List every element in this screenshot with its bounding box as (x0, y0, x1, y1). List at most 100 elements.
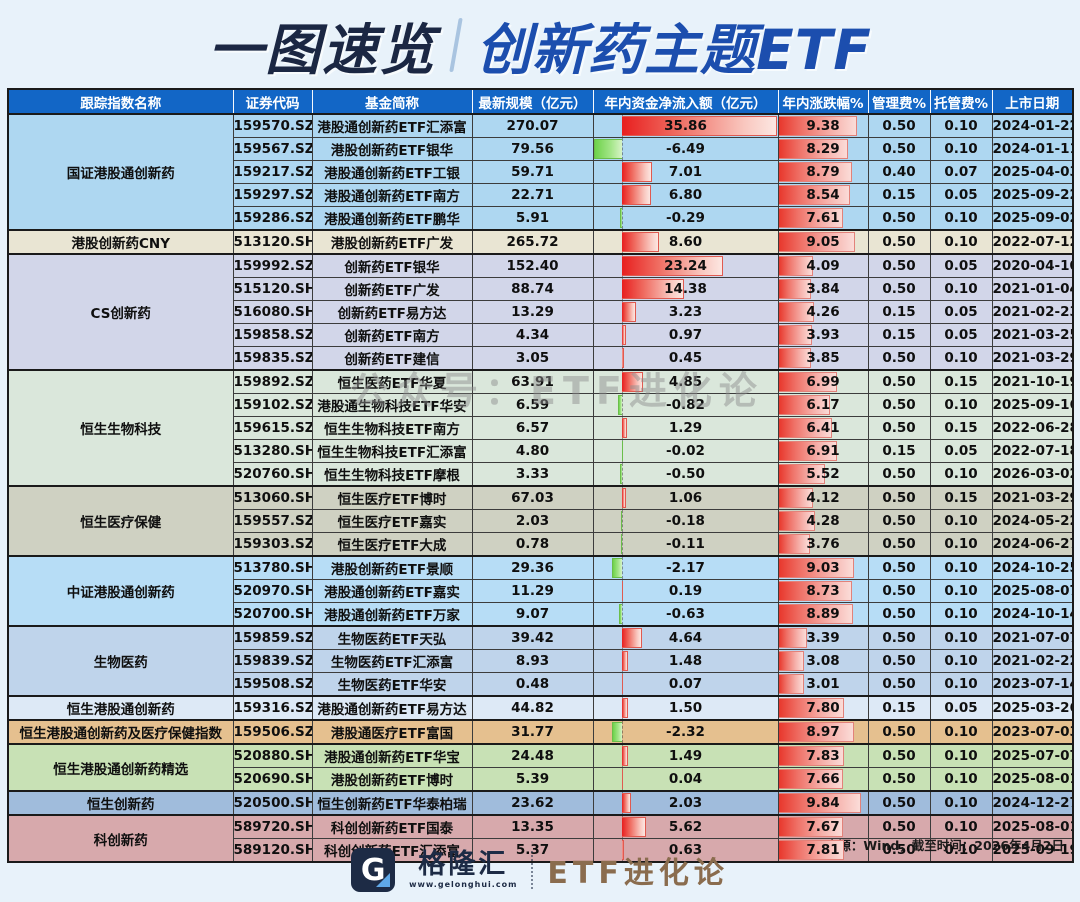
date-cell: 2025-08-07 (991, 579, 1074, 603)
inflow-value: 0.45 (668, 350, 703, 366)
index-cell: 恒生港股通创新药 (7, 695, 234, 721)
change-bar (779, 139, 849, 159)
date-cell: 2021-10-19 (991, 369, 1074, 394)
title-separator (449, 18, 463, 72)
change-cell: 3.39 (777, 625, 869, 650)
inflow-negative-bar (620, 208, 622, 228)
code-cell: 516080.SH (232, 300, 313, 324)
scale-cell: 22.71 (471, 183, 594, 207)
fund-name-cell: 科创创新药ETF国泰 (311, 814, 473, 839)
change-bar (779, 840, 845, 860)
fund-name-cell: 生物医药ETF汇添富 (311, 649, 473, 673)
mgmt-fee-cell: 0.15 (867, 300, 931, 324)
fund-name-cell: 生物医药ETF华安 (311, 672, 473, 697)
table-row: 恒生医疗保健 513060.SH 恒生医疗ETF博时 67.03 1.06 4.12 0.5… (7, 485, 1074, 557)
change-bar (779, 534, 811, 554)
etf-table: 跟踪指数名称 证券代码 基金简称 最新规模（亿元） 年内资金净流入额（亿元） 年内涨跌幅%… (7, 88, 1074, 863)
change-bar (779, 279, 811, 299)
code-cell: 520880.SH (232, 743, 313, 768)
mgmt-fee-cell: 0.50 (867, 229, 931, 255)
index-cell: 恒生生物科技 (7, 369, 234, 487)
custody-fee-cell: 0.05 (929, 439, 993, 463)
table-row: 516080.SH 创新药ETF易方达 13.29 3.23 4.26 0.15 0.05 2… (8, 300, 1074, 324)
change-value: 3.08 (806, 653, 840, 669)
table-row: 159839.SZ 生物医药ETF汇添富 8.93 1.48 3.08 0.50 0.10 2… (8, 649, 1074, 673)
change-value: 8.54 (806, 187, 840, 203)
custody-fee-cell: 0.10 (929, 579, 993, 603)
index-cell: 生物医药 (7, 625, 234, 697)
custody-fee-cell: 0.10 (929, 113, 993, 138)
change-value: 8.29 (806, 141, 840, 157)
mgmt-fee-cell: 0.50 (867, 416, 931, 440)
date-cell: 2023-07-03 (991, 719, 1074, 745)
inflow-value: 0.07 (668, 676, 703, 692)
inflow-positive-bar (621, 279, 685, 299)
index-cell: 港股创新药CNY (7, 229, 234, 255)
scale-cell: 39.42 (471, 625, 594, 650)
inflow-cell: -0.02 (592, 439, 779, 463)
change-bar (779, 116, 858, 136)
inflow-value: 1.50 (668, 700, 703, 716)
scale-cell: 265.72 (471, 229, 594, 255)
date-cell: 2024-10-14 (991, 602, 1074, 627)
change-cell: 9.03 (777, 555, 869, 580)
inflow-cell: 1.48 (592, 649, 779, 673)
custody-fee-cell: 0.07 (929, 160, 993, 184)
fund-name-cell: 恒生创新药ETF华泰柏瑞 (311, 790, 473, 816)
fund-name-cell: 港股创新药ETF景顺 (311, 555, 473, 580)
code-cell: 159858.SZ (232, 323, 313, 347)
inflow-value: 5.62 (668, 819, 703, 835)
inflow-value: 3.23 (668, 304, 703, 320)
inflow-cell: 4.85 (592, 369, 779, 394)
mgmt-fee-cell: 0.50 (867, 649, 931, 673)
change-value: 7.61 (806, 210, 840, 226)
fund-name-cell: 港股通创新药ETF鹏华 (311, 206, 473, 231)
custody-fee-cell: 0.10 (929, 555, 993, 580)
code-cell: 159297.SZ (232, 183, 313, 207)
code-cell: 159835.SZ (232, 346, 313, 371)
change-value: 9.84 (806, 795, 840, 811)
inflow-cell: 1.49 (592, 743, 779, 768)
inflow-positive-bar (621, 793, 631, 813)
change-cell: 3.76 (777, 532, 869, 557)
table-row: 恒生港股通创新药精选 520880.SH 港股通创新药ETF华宝 24.48 1.49 7… (7, 743, 1074, 792)
code-cell: 513060.SH (232, 485, 313, 510)
inflow-axis-line (621, 557, 623, 579)
custody-fee-cell: 0.10 (929, 137, 993, 161)
date-cell: 2026-03-02 (991, 462, 1074, 487)
table-row: 中证港股通创新药 513780.SH 港股创新药ETF景顺 29.36 -2.17 9.0… (7, 555, 1074, 627)
fund-name-cell: 创新药ETF广发 (311, 277, 473, 301)
inflow-positive-bar (621, 256, 723, 276)
change-value: 5.52 (806, 466, 840, 482)
scale-cell: 88.74 (471, 277, 594, 301)
change-value: 3.93 (806, 327, 840, 343)
table-header: 跟踪指数名称 证券代码 基金简称 最新规模（亿元） 年内资金净流入额（亿元） 年内涨跌幅%… (7, 89, 1074, 115)
code-cell: 159217.SZ (232, 160, 313, 184)
date-cell: 2024-05-22 (991, 509, 1074, 533)
inflow-cell: 3.23 (592, 300, 779, 324)
mgmt-fee-cell: 0.50 (867, 462, 931, 487)
mgmt-fee-cell: 0.40 (867, 160, 931, 184)
change-bar (779, 372, 838, 392)
custody-fee-cell: 0.10 (929, 229, 993, 255)
inflow-positive-bar (621, 746, 629, 766)
scale-cell: 6.57 (471, 416, 594, 440)
mgmt-fee-cell: 0.50 (867, 113, 931, 138)
column-header: 跟踪指数名称 (7, 89, 234, 115)
custody-fee-cell: 0.10 (929, 346, 993, 371)
table-row: 生物医药 159859.SZ 生物医药ETF天弘 39.42 4.64 3.39 0.50 0… (7, 625, 1074, 697)
fund-name-cell: 恒生医药ETF华夏 (311, 369, 473, 394)
change-bar (779, 441, 837, 461)
change-value: 4.12 (806, 490, 840, 506)
change-bar (779, 793, 862, 813)
table-row: 159567.SZ 港股创新药ETF银华 79.56 -6.49 8.29 0.50 0.1… (8, 137, 1074, 161)
inflow-value: 4.64 (668, 630, 703, 646)
mgmt-fee-cell: 0.50 (867, 346, 931, 371)
inflow-positive-bar (621, 162, 653, 182)
fund-name-cell: 创新药ETF银华 (311, 253, 473, 278)
inflow-cell: 0.04 (592, 767, 779, 792)
change-cell: 7.61 (777, 206, 869, 231)
inflow-positive-bar (621, 817, 647, 837)
code-cell: 513120.SH (232, 229, 313, 255)
scale-cell: 3.33 (471, 462, 594, 487)
